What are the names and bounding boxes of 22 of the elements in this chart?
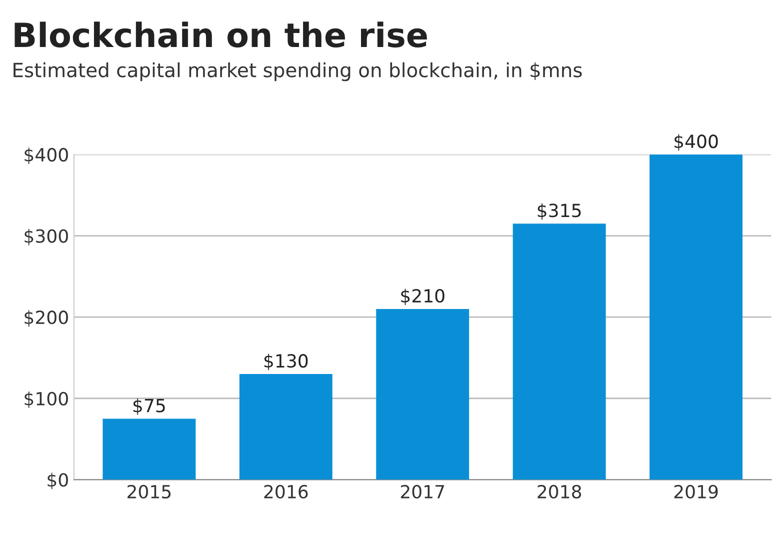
x-tick-label: 2017 — [400, 484, 444, 499]
bar — [102, 418, 196, 480]
bar — [239, 374, 332, 480]
data-label: $130 — [264, 354, 308, 370]
data-label: $315 — [538, 203, 581, 220]
data-label: $400 — [674, 134, 718, 151]
x-tick-label: 2015 — [128, 484, 171, 499]
chart-title: Blockchain on the rise — [14, 22, 427, 48]
y-tick-label: $300 — [24, 228, 68, 246]
y-tick-label: $200 — [24, 310, 68, 327]
bar — [512, 224, 606, 480]
bar — [650, 154, 742, 480]
x-tick-label: 2016 — [264, 484, 308, 499]
bar — [376, 308, 470, 480]
y-tick-label: $0 — [48, 472, 68, 490]
chart-subtitle: Estimated capital market spending on blockchain, in $mns — [14, 62, 582, 82]
x-tick-label: 2018 — [538, 484, 582, 499]
y-tick-label: $400 — [24, 148, 68, 164]
data-label: $75 — [133, 398, 165, 415]
data-label: $210 — [401, 288, 444, 306]
y-tick-label: $100 — [24, 392, 68, 408]
x-tick-label: 2019 — [674, 484, 718, 499]
